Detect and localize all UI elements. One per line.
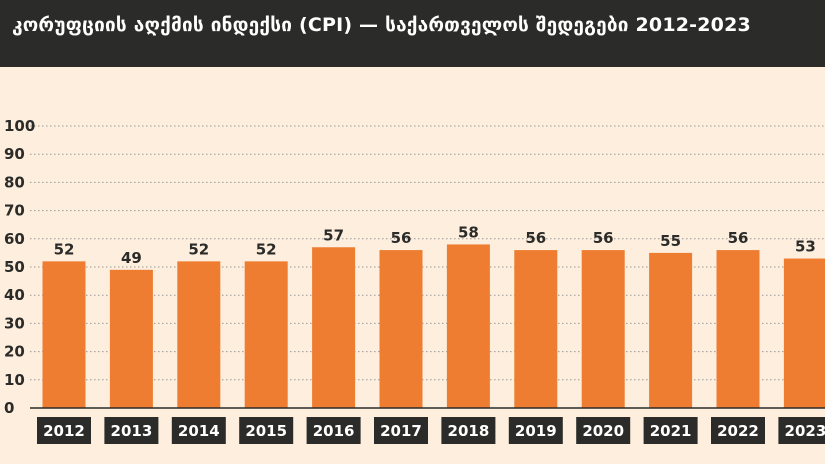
bar bbox=[446, 244, 490, 408]
x-tick-label-bg bbox=[374, 417, 428, 444]
bar bbox=[649, 252, 693, 408]
y-tick-label: 70 bbox=[4, 202, 25, 220]
y-tick-label: 30 bbox=[4, 314, 25, 332]
x-tick-label-bg bbox=[778, 417, 825, 444]
bar bbox=[109, 269, 153, 408]
x-tick-label-bg bbox=[441, 417, 496, 444]
data-label: 53 bbox=[795, 238, 816, 256]
x-tick-label: 2014 bbox=[178, 422, 220, 440]
chart-title: კორუფციის აღქმის ინდექსი (CPI) — საქართვ… bbox=[12, 14, 751, 36]
bar bbox=[312, 247, 356, 408]
x-tick-label-bg bbox=[306, 417, 361, 444]
x-tick-label-bg bbox=[576, 417, 631, 444]
bar bbox=[244, 261, 288, 408]
x-tick-label-bg bbox=[239, 417, 294, 444]
data-label: 58 bbox=[458, 223, 479, 241]
x-tick-label-bg bbox=[171, 417, 226, 444]
x-tick-label: 2017 bbox=[380, 422, 422, 440]
data-label: 52 bbox=[188, 240, 209, 258]
x-tick-label: 2016 bbox=[313, 422, 355, 440]
y-tick-label: 40 bbox=[4, 286, 25, 304]
y-tick-label: 10 bbox=[4, 371, 25, 389]
data-label: 49 bbox=[121, 249, 142, 267]
chart-header: კორუფციის აღქმის ინდექსი (CPI) — საქართვ… bbox=[0, 0, 825, 67]
x-tick-label: 2022 bbox=[717, 422, 759, 440]
x-tick-label-bg bbox=[643, 417, 698, 444]
x-tick-label: 2021 bbox=[650, 422, 692, 440]
data-label: 56 bbox=[525, 229, 546, 247]
x-tick-label: 2018 bbox=[448, 422, 490, 440]
y-tick-label: 100 bbox=[4, 117, 35, 135]
data-label: 52 bbox=[54, 240, 75, 258]
bar bbox=[42, 261, 86, 408]
x-tick-label-bg bbox=[711, 417, 765, 444]
data-label: 52 bbox=[256, 240, 277, 258]
x-tick-label-bg bbox=[37, 417, 91, 444]
bar bbox=[716, 250, 760, 408]
data-label: 56 bbox=[728, 229, 749, 247]
data-label: 56 bbox=[391, 229, 412, 247]
data-label: 56 bbox=[593, 229, 614, 247]
x-tick-label: 2023 bbox=[785, 422, 825, 440]
bar-chart: 0 10 20 30 40 50 60 70 80 90 100 52 2012 49 2013 52 2014… bbox=[4, 117, 825, 444]
x-tick-label: 2020 bbox=[582, 422, 624, 440]
y-tick-label: 0 bbox=[4, 399, 14, 417]
y-tick-label: 90 bbox=[4, 145, 25, 163]
y-tick-label: 20 bbox=[4, 343, 25, 361]
x-tick-label: 2015 bbox=[245, 422, 287, 440]
data-label: 55 bbox=[660, 232, 681, 250]
x-tick-label-bg bbox=[104, 417, 159, 444]
bar bbox=[581, 250, 625, 408]
x-tick-label: 2013 bbox=[111, 422, 153, 440]
y-tick-label: 80 bbox=[4, 173, 25, 191]
x-tick-label: 2012 bbox=[43, 422, 85, 440]
bar bbox=[177, 261, 221, 408]
y-tick-label: 60 bbox=[4, 230, 25, 248]
x-tick-label: 2019 bbox=[515, 422, 557, 440]
bar bbox=[783, 258, 825, 408]
y-tick-label: 50 bbox=[4, 258, 25, 276]
bar bbox=[379, 250, 423, 408]
x-tick-label-bg bbox=[508, 417, 563, 444]
bar bbox=[514, 250, 558, 408]
data-label: 57 bbox=[323, 226, 344, 244]
